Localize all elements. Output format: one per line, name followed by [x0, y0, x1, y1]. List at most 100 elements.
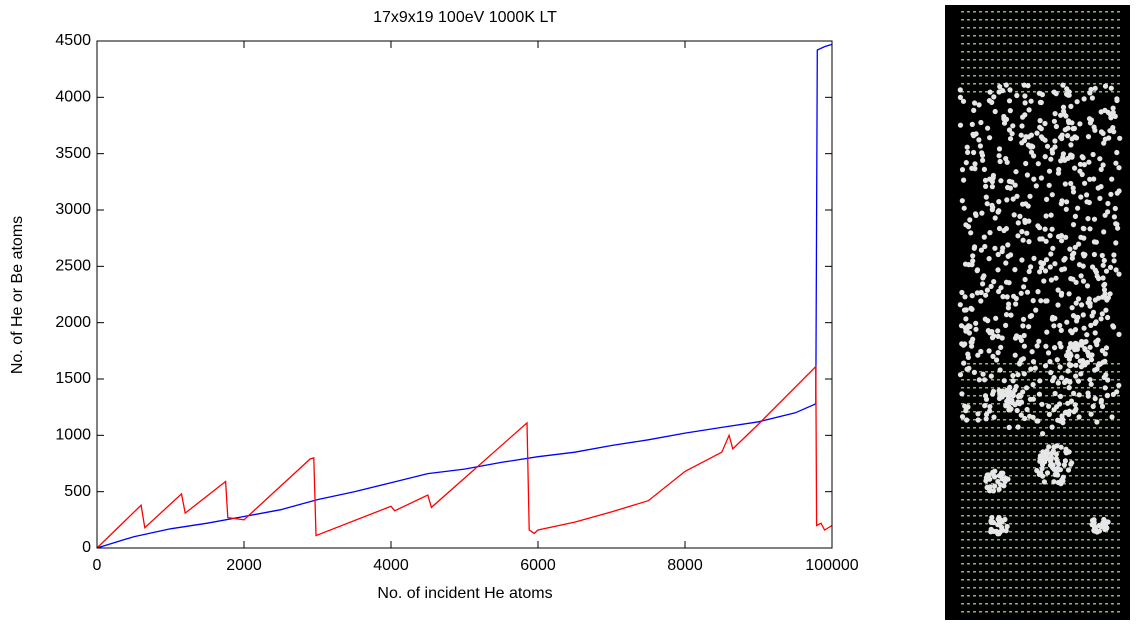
atom: [1050, 245, 1056, 251]
atom: [1037, 118, 1043, 124]
atom: [1098, 166, 1104, 172]
atom: [1066, 408, 1073, 414]
atom: [1058, 327, 1064, 333]
atom: [995, 522, 1001, 528]
atom: [1027, 193, 1033, 199]
atom: [1112, 113, 1118, 119]
atom: [1028, 98, 1034, 104]
atom: [1073, 362, 1079, 368]
atom: [959, 391, 965, 397]
atom: [991, 473, 998, 479]
atom: [1108, 115, 1114, 121]
atom: [1020, 316, 1027, 322]
atom: [1036, 90, 1042, 96]
atom: [1069, 255, 1075, 261]
atom: [1044, 470, 1051, 476]
atom: [1024, 406, 1030, 413]
atom: [969, 293, 975, 299]
atom: [1111, 324, 1117, 330]
atom: [1078, 364, 1084, 370]
atom: [1046, 411, 1052, 417]
atom: [1088, 411, 1094, 417]
atom: [995, 333, 1001, 339]
atom: [1080, 312, 1086, 318]
atom: [999, 388, 1006, 394]
atom: [1059, 413, 1065, 419]
atom: [1019, 229, 1025, 235]
atom: [1013, 295, 1019, 302]
atom: [1054, 459, 1060, 465]
atom: [991, 279, 997, 285]
atom: [974, 267, 981, 273]
atom: [1014, 92, 1020, 99]
atom: [1054, 404, 1060, 410]
atom: [1035, 161, 1041, 167]
atom: [1102, 385, 1108, 391]
atom: [1022, 415, 1028, 422]
atom: [1093, 239, 1099, 245]
atom: [1055, 287, 1061, 293]
atom: [1025, 83, 1031, 89]
atom: [1030, 382, 1036, 388]
atom: [1057, 467, 1063, 473]
x-tick-label: 6000: [520, 557, 556, 574]
atom: [1065, 400, 1071, 406]
atom: [1023, 160, 1029, 167]
atom: [1018, 132, 1024, 138]
atom: [1115, 225, 1121, 231]
atom: [977, 143, 984, 149]
atom: [992, 215, 998, 221]
atom: [1079, 358, 1085, 364]
atom: [1096, 361, 1102, 367]
atom: [972, 211, 979, 217]
atom: [1046, 168, 1053, 174]
atom: [1116, 382, 1122, 388]
atom: [1078, 273, 1084, 279]
atom: [992, 245, 998, 251]
atom: [1073, 279, 1079, 285]
atom: [1066, 345, 1072, 351]
atom: [1042, 268, 1049, 274]
atom: [1038, 298, 1044, 304]
atom: [1081, 253, 1087, 259]
atom: [1044, 448, 1050, 454]
atom: [1088, 322, 1094, 328]
atom: [1037, 269, 1043, 275]
atom: [1092, 85, 1098, 91]
atom: [1072, 347, 1078, 353]
atom: [973, 320, 979, 326]
atom: [1092, 297, 1098, 303]
atom: [982, 316, 988, 322]
atom: [1075, 296, 1082, 302]
y-tick-label: 3000: [55, 201, 91, 218]
atom: [1012, 267, 1018, 273]
atom: [972, 161, 978, 167]
atom: [990, 391, 996, 397]
atom: [1067, 246, 1073, 252]
atom: [986, 98, 993, 104]
atom: [1089, 313, 1095, 319]
atom: [1055, 170, 1062, 176]
atom: [1036, 391, 1042, 397]
atom: [1012, 335, 1019, 341]
atom: [1031, 255, 1037, 261]
atom: [1068, 103, 1074, 109]
atom: [962, 261, 969, 267]
atom: [1068, 398, 1075, 404]
atom: [1075, 314, 1081, 320]
atom: [964, 144, 970, 150]
atom: [1050, 448, 1056, 454]
atom: [1003, 312, 1010, 318]
atom: [998, 285, 1004, 291]
atom: [987, 488, 993, 494]
atom: [1102, 526, 1108, 533]
atom: [1109, 176, 1115, 182]
atom: [959, 198, 965, 204]
atom: [1021, 332, 1027, 339]
atom: [991, 333, 997, 339]
atom: [1041, 479, 1047, 485]
atom: [1098, 397, 1104, 403]
y-tick-label: 2500: [55, 258, 91, 275]
atom: [1018, 412, 1024, 418]
atom: [1027, 396, 1033, 402]
